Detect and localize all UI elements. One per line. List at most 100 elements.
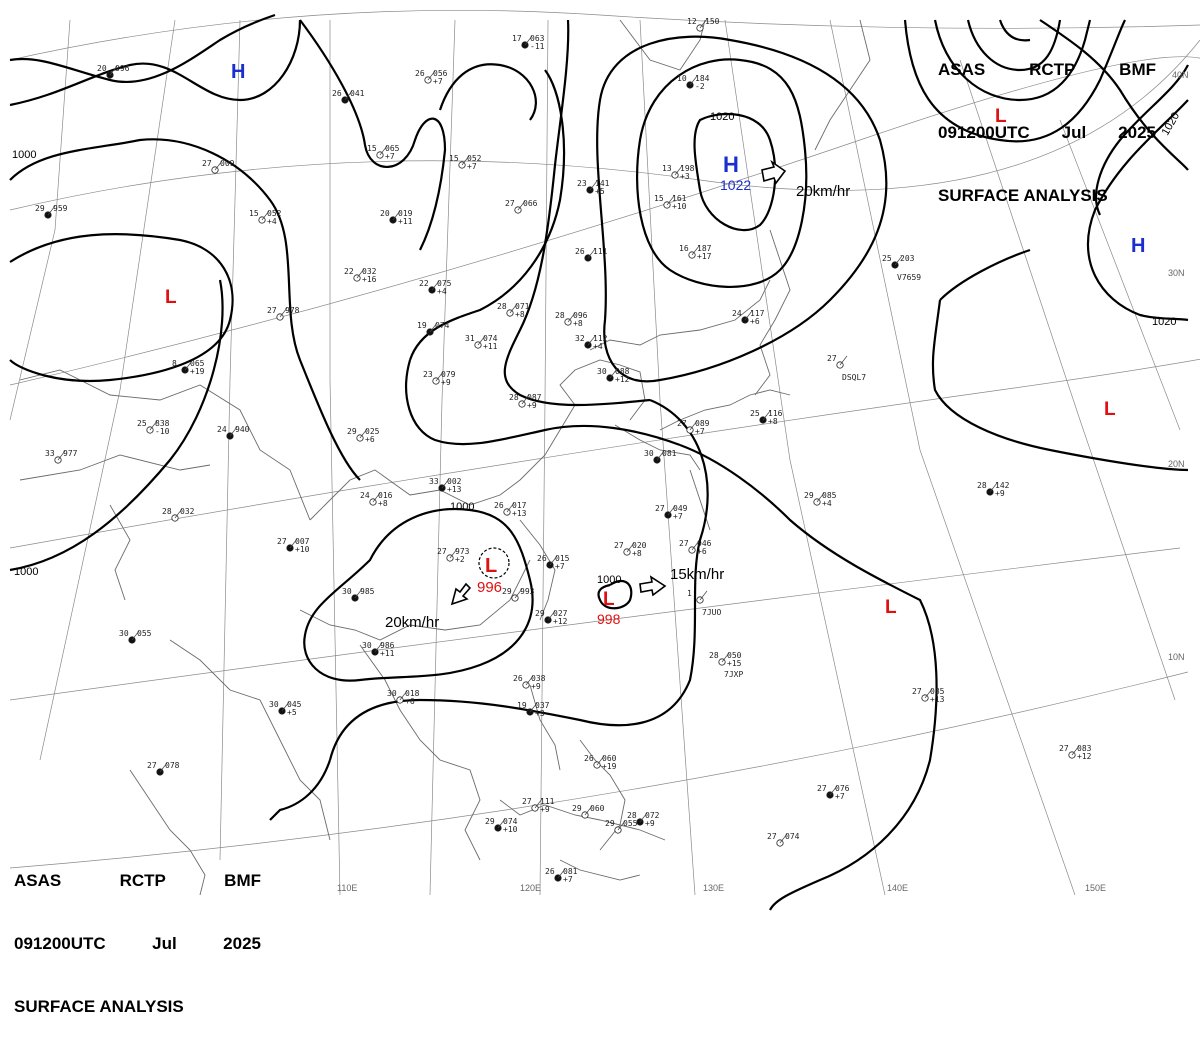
high-pressure-center[interactable]: H: [1131, 235, 1145, 257]
station-plot: 32 112+4: [575, 334, 608, 351]
wind-barb-icon: [372, 492, 381, 503]
low-pressure-center[interactable]: L: [995, 106, 1007, 127]
low-pressure-center[interactable]: L: [165, 287, 177, 308]
station-plot: 15 161+10: [654, 194, 687, 211]
station-pressure-tendency: +12: [1077, 752, 1092, 761]
station-pressure-tendency: +12: [615, 375, 630, 384]
station-plot: 19 074: [417, 321, 450, 336]
station-plot: 26 041: [332, 89, 365, 104]
station-plot: 22 032+16: [344, 267, 377, 284]
station-temperature: 27: [655, 504, 665, 513]
station-id: DSQL7: [842, 373, 866, 382]
wind-barb-icon: [699, 590, 708, 601]
station-pressure: 198: [680, 164, 695, 173]
station-temperature: 25: [137, 419, 147, 428]
wind-barb-icon: [449, 548, 458, 559]
wind-barb-icon: [534, 798, 543, 809]
movement-vectors: [450, 159, 787, 606]
station-pressure: 096: [115, 64, 130, 73]
wind-barb-icon: [549, 555, 558, 566]
station-temperature: 25: [882, 254, 892, 263]
station-temperature: 15: [249, 209, 259, 218]
station-pressure: 032: [180, 507, 195, 516]
station-temperature: 8: [172, 359, 177, 368]
movement-speed-label: 20km/hr: [385, 614, 439, 631]
station-plot: 27 046+6: [679, 539, 712, 556]
coastlines: [19, 19, 871, 896]
wind-barb-icon: [289, 538, 298, 549]
isobar-label: 1000: [12, 149, 36, 161]
station-pressure: 081: [662, 449, 677, 458]
station-temperature: 28: [709, 651, 719, 660]
isobar-label: 1000: [597, 574, 621, 586]
station-temperature: 13: [662, 164, 672, 173]
low-pressure-center[interactable]: L: [485, 555, 497, 577]
station-pressure: 052: [267, 209, 282, 218]
station-plot: 27 009: [202, 159, 235, 174]
station-pressure: 015: [555, 554, 570, 563]
station-pressure: 117: [750, 309, 765, 318]
low-pressure-center[interactable]: L: [885, 597, 897, 618]
station-temperature: 29: [35, 204, 45, 213]
station-pressure: 020: [632, 541, 647, 550]
longitude-label: 110E: [337, 883, 357, 893]
station-pressure-tendency: +4: [593, 342, 603, 351]
wind-barb-icon: [639, 812, 648, 823]
station-temperature: 15: [654, 194, 664, 203]
low-pressure-center[interactable]: L: [1104, 399, 1116, 420]
station-pressure: 150: [705, 17, 720, 26]
station-pressure-tendency: +7: [563, 875, 573, 884]
station-pressure-tendency: +11: [380, 649, 395, 658]
station-temperature: 30: [269, 700, 279, 709]
station-pressure: 993: [520, 587, 535, 596]
station-pressure-tendency: +8: [573, 319, 583, 328]
wind-barb-icon: [667, 505, 676, 516]
low-pressure-center[interactable]: L: [603, 589, 615, 610]
valid-year: 2025: [223, 934, 261, 953]
station-id: 7JXP: [724, 670, 743, 679]
station-pressure-tendency: +13: [930, 695, 945, 704]
station-pressure-tendency: +10: [672, 202, 687, 211]
station-pressure: 074: [503, 817, 518, 826]
station-pressure: 986: [380, 641, 395, 650]
wind-barb-icon: [924, 688, 933, 699]
station-pressure-tendency: +10: [295, 545, 310, 554]
station-pressure-tendency: +9: [527, 401, 537, 410]
station-pressure-tendency: +6: [697, 547, 707, 556]
wind-barb-icon: [356, 268, 365, 279]
station-pressure-tendency: +16: [362, 275, 377, 284]
station-plot: 30 018+6: [387, 689, 420, 706]
station-plot: 30 986+11: [362, 641, 395, 658]
station-pressure: 065: [190, 359, 205, 368]
latitude-label: 10N: [1168, 652, 1185, 662]
station-pressure-tendency: +6: [365, 435, 375, 444]
station-temperature: 26: [584, 754, 594, 763]
station-pressure: 112: [593, 334, 608, 343]
station-pressure-tendency: +7: [385, 152, 395, 161]
station-plot: 27 020+8: [614, 541, 647, 558]
station-temperature: 30: [119, 629, 129, 638]
station-plot: 28 096+8: [555, 311, 588, 328]
station-temperature: 23: [423, 370, 433, 379]
station-pressure: 009: [220, 159, 235, 168]
high-pressure-center[interactable]: H: [231, 61, 245, 83]
station-pressure: 184: [695, 74, 710, 83]
depression-outline: [478, 547, 510, 579]
wind-barb-icon: [656, 450, 665, 461]
wind-barb-icon: [666, 195, 675, 206]
station-pressure-tendency: -11: [530, 42, 545, 51]
wind-barb-icon: [57, 450, 66, 461]
station-pressure-tendency: +7: [673, 512, 683, 521]
longitude-label: 140E: [887, 883, 908, 893]
station-plot: 1 7JUO: [687, 589, 721, 617]
wind-barb-icon: [721, 652, 730, 663]
station-pressure: 025: [365, 427, 380, 436]
wind-barb-icon: [441, 478, 450, 489]
station-pressure: 116: [768, 409, 783, 418]
high-pressure-center[interactable]: H: [723, 152, 739, 177]
station-temperature: 29: [485, 817, 495, 826]
latitude-label: 20N: [1168, 459, 1185, 469]
station-plot: 15 065+7: [367, 144, 400, 161]
wind-barb-icon: [109, 65, 118, 76]
station-pressure: 041: [350, 89, 365, 98]
